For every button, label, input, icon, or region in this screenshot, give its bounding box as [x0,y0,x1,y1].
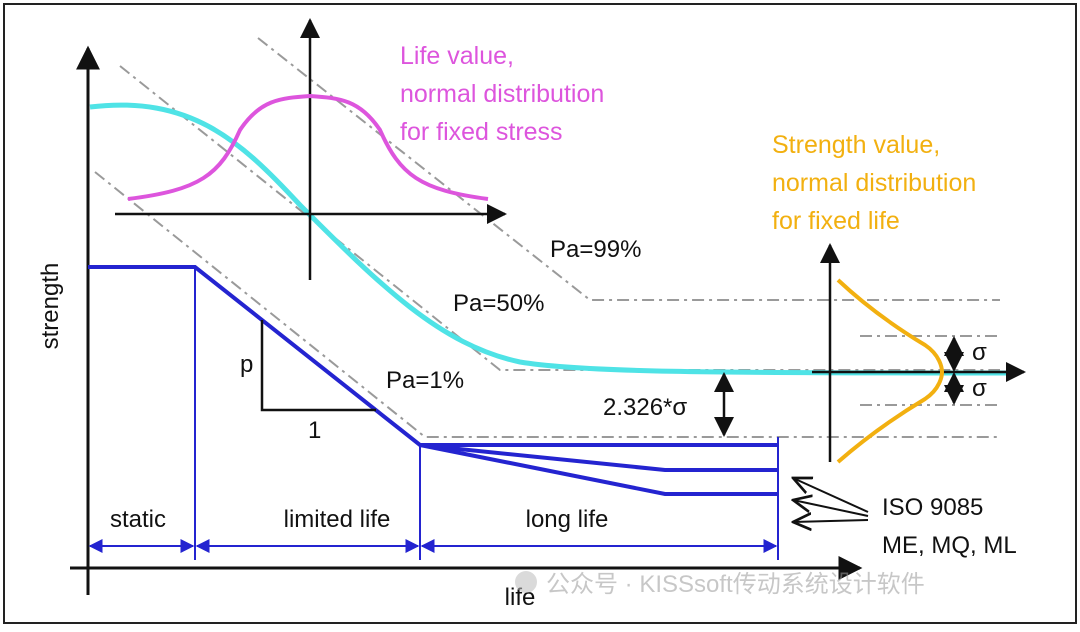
design-sn-curve [88,265,778,447]
y-axis-label: strength [37,263,64,350]
offset-label: 2.326*σ [603,394,687,421]
iso-curves-label: ME, MQ, ML [882,532,1017,559]
wechat-icon [515,571,537,593]
watermark: 公众号 · KISSsoft传动系统设计软件 [515,571,925,598]
life-value-title: Life value, [400,42,514,70]
iso-curve-ml [419,443,778,496]
pa1-label: Pa=1% [386,367,464,394]
pa99-label: Pa=99% [550,236,641,263]
strength-value-title: Strength value, [772,131,940,159]
strength-distribution-curve [836,278,945,464]
region-long-life-label: long life [526,506,609,533]
watermark-text: 公众号 · KISSsoft传动系统设计软件 [546,571,925,598]
iso-standard-label: ISO 9085 [882,494,983,521]
strength-value-subtitle: normal distribution [772,169,976,197]
pa1-line [94,171,1000,438]
region-limited-life-label: limited life [284,506,391,533]
slope-1-label: 1 [308,417,321,444]
sigma-upper-label: σ [972,339,987,366]
life-value-caption: for fixed stress [400,118,563,146]
pa50-label: Pa=50% [453,290,544,317]
sigma-lower-label: σ [972,375,987,402]
iso-curve-mq [419,443,778,472]
outer-border [3,3,1077,624]
life-value-subtitle: normal distribution [400,80,604,108]
region-static-label: static [110,506,166,533]
life-distribution-curve [127,93,489,201]
slope-triangle [260,320,376,412]
iso-pointer-ml [793,520,869,522]
iso-pointer-me [793,478,869,513]
strength-value-caption: for fixed life [772,207,900,235]
mean-strength-curve [89,102,1011,376]
iso-pointer-mq [793,500,869,517]
pa50-line [119,65,1000,371]
slope-p-label: p [240,351,253,378]
